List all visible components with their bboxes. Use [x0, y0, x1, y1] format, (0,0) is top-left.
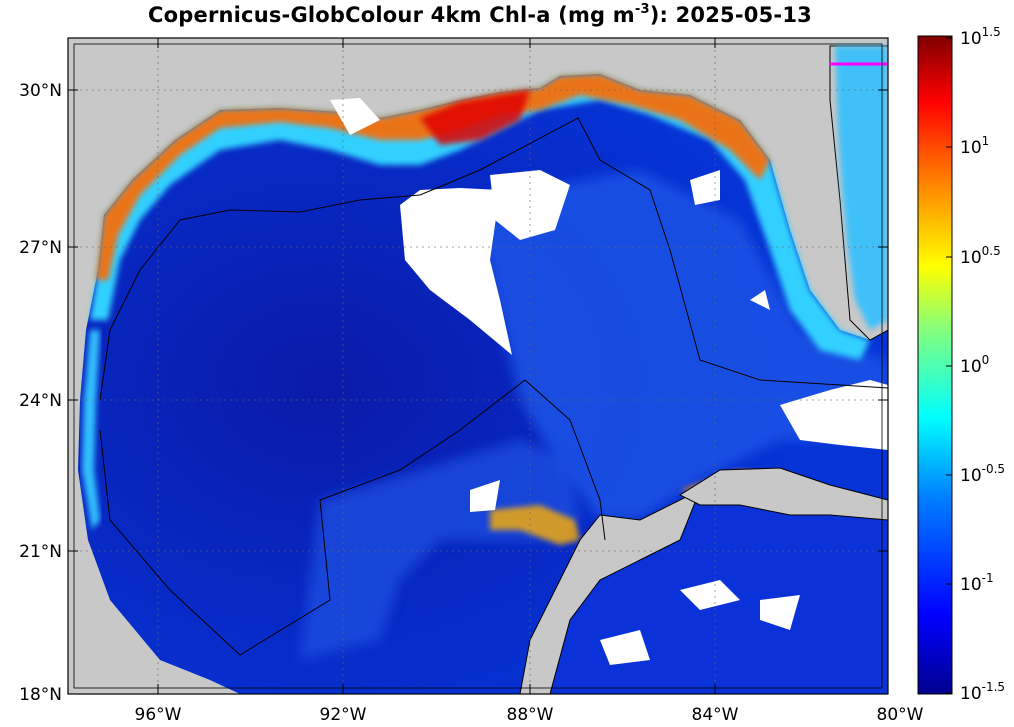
- lon-label-88: 88°W: [507, 705, 554, 725]
- cloud-mask-caribbean-3: [600, 630, 650, 665]
- cloud-mask-caribbean-2: [760, 595, 800, 630]
- cloud-mask-campeche: [470, 480, 500, 512]
- cloud-mask-caribbean-1: [680, 580, 740, 610]
- cb-label-minus-0.5: 10-0.5: [960, 462, 1005, 486]
- lon-label-80: 80°W: [877, 705, 924, 725]
- colorbar-labels: 101.5 101 100.5 100 10-0.5 10-1 10-1.5: [960, 25, 1005, 704]
- cb-label-0.5: 100.5: [960, 244, 1001, 268]
- colorbar-ticks: [946, 37, 952, 694]
- cb-label-1: 101: [960, 134, 989, 158]
- coastal-bloom-hotspot: [420, 90, 530, 145]
- map-frame: [67, 37, 889, 695]
- cloud-mask-north: [330, 98, 380, 135]
- cb-label-minus-1.5: 10-1.5: [960, 680, 1005, 704]
- cloud-mask-east-1: [690, 170, 720, 205]
- map-plot-area: [68, 38, 888, 694]
- lon-label-84: 84°W: [692, 705, 739, 725]
- map-inner-frame: [73, 43, 883, 689]
- eez-boundary-line: [99, 117, 888, 401]
- title-suffix: ): 2025-05-13: [649, 3, 812, 27]
- cloud-mask-east-2: [750, 290, 770, 310]
- yucatan-shelf-bloom: [490, 505, 580, 545]
- cb-label-1.5: 101.5: [960, 25, 1001, 49]
- lat-label-24: 24°N: [19, 391, 62, 411]
- tick-marks: [68, 38, 888, 694]
- lat-label-30: 30°N: [19, 81, 62, 101]
- cloud-mask-florida-shelf: [780, 380, 888, 450]
- cb-label-minus-1: 10-1: [960, 571, 994, 595]
- cb-label-0: 100: [960, 353, 989, 377]
- cloud-mask-northcentral: [490, 170, 570, 240]
- longitude-labels: 96°W 92°W 88°W 84°W 80°W: [135, 705, 924, 725]
- colorbar-gradient: [917, 35, 953, 695]
- colorbar: 101.5 101 100.5 100 10-0.5 10-1 10-1.5: [917, 25, 1005, 704]
- gridlines: [68, 38, 888, 694]
- bay-of-campeche-water: [300, 440, 580, 660]
- lat-label-27: 27°N: [19, 238, 62, 258]
- lon-label-92: 92°W: [320, 705, 367, 725]
- latitude-labels: 30°N 27°N 24°N 21°N 18°N: [19, 81, 62, 705]
- florida-offshore-bloom: [835, 46, 888, 330]
- mexico-coast-bloom: [82, 330, 100, 530]
- lat-label-21: 21°N: [19, 542, 62, 562]
- map-title: Copernicus-GlobColour 4km Chl-a (mg m-3)…: [0, 2, 960, 27]
- shelf-contour-line: [99, 379, 606, 656]
- cloud-mask-wedge: [400, 188, 512, 355]
- land-cuba: [678, 467, 888, 521]
- title-prefix: Copernicus-GlobColour 4km Chl-a (mg m: [148, 3, 635, 27]
- lat-label-18: 18°N: [19, 685, 62, 705]
- title-superscript: -3: [634, 2, 650, 17]
- lon-label-96: 96°W: [135, 705, 182, 725]
